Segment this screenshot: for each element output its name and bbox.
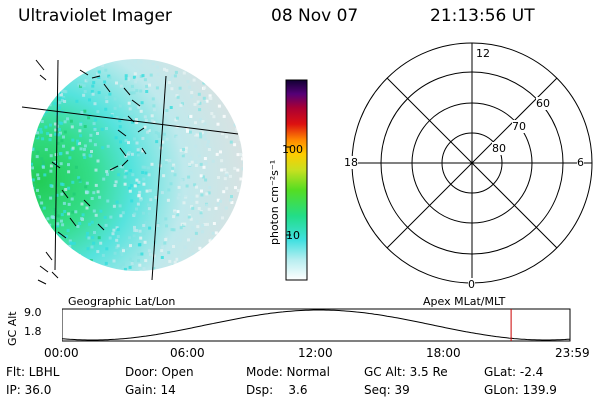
orbit-xtick-2359: 23:59 — [555, 346, 590, 360]
orbit-altitude-curve — [62, 309, 571, 341]
coastline-dashes — [35, 59, 147, 285]
mlt-label-12: 12 — [476, 47, 490, 60]
mlat-label-80: 80 — [492, 142, 506, 155]
orbit-xtick-1800: 18:00 — [426, 346, 461, 360]
colorbar — [285, 79, 308, 281]
apex-panel-label: Apex MLat/MLT — [423, 295, 506, 308]
colorbar-gradient — [285, 79, 308, 281]
mlt-label-18: 18 — [344, 156, 358, 169]
footer-seq: Seq: 39 — [364, 383, 410, 397]
polar-diagonal-b — [386, 77, 558, 249]
uv-earth-disk — [31, 59, 243, 271]
mlt-label-0: 0 — [468, 278, 475, 291]
polar-mlt-plot — [351, 42, 593, 284]
orbit-xtick-0000: 00:00 — [44, 346, 79, 360]
mlat-label-70: 70 — [512, 120, 526, 133]
mlt-label-6: 6 — [577, 156, 584, 169]
footer-ip: IP: 36.0 — [6, 383, 52, 397]
footer-filter: Flt: LBHL — [6, 365, 60, 379]
orbit-ytick-top: 9.0 — [24, 306, 42, 319]
colorbar-tick-label-10: 10 — [286, 229, 300, 242]
colorbar-unit-label: photon cm⁻²s⁻¹ — [268, 159, 281, 245]
footer-glon: GLon: 139.9 — [484, 383, 557, 397]
geographic-image-panel — [21, 59, 243, 285]
orbit-altitude-plot — [62, 308, 571, 342]
footer-door: Door: Open — [125, 365, 194, 379]
orbit-xtick-1200: 12:00 — [298, 346, 333, 360]
footer-glat: GLat: -2.4 — [484, 365, 544, 379]
instrument-title: Ultraviolet Imager — [18, 6, 172, 26]
geographic-panel-label: Geographic Lat/Lon — [68, 295, 176, 308]
time-label: 21:13:56 UT — [430, 6, 535, 26]
mlat-label-60: 60 — [536, 97, 550, 110]
colorbar-tick-label-100: 100 — [282, 143, 303, 156]
orbit-xtick-0600: 06:00 — [170, 346, 205, 360]
footer-gc-alt: GC Alt: 3.5 Re — [364, 365, 448, 379]
orbit-ylabel: GC Alt — [6, 311, 19, 346]
orbit-ytick-bottom: 1.8 — [24, 325, 42, 338]
footer-dsp: Dsp: 3.6 — [246, 383, 308, 397]
date-label: 08 Nov 07 — [271, 6, 359, 26]
footer-mode: Mode: Normal — [246, 365, 330, 379]
orbit-plot-frame — [62, 308, 571, 342]
footer-gain: Gain: 14 — [125, 383, 176, 397]
